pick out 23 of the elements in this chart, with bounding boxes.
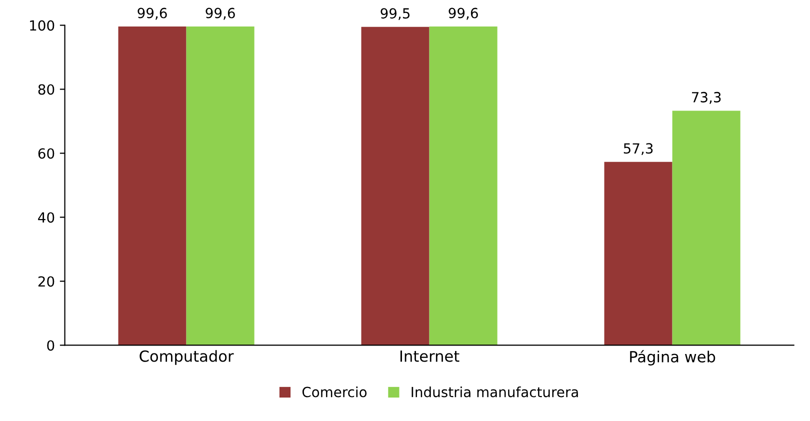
bar: [186, 26, 254, 346]
y-tick-label: 100: [30, 20, 54, 31]
data-label: 99,6: [138, 8, 167, 20]
bar: [429, 26, 498, 346]
y-tick-label: 20: [38, 276, 54, 287]
legend-label: Industria manufacturera: [412, 386, 578, 398]
bar: [604, 162, 672, 346]
x-tick-label: Página web: [630, 350, 716, 366]
bar: [361, 26, 430, 346]
bar: [672, 110, 740, 346]
y-tick-label: 80: [38, 84, 54, 95]
legend-label: Comercio: [302, 386, 367, 398]
bar: [118, 26, 186, 346]
x-tick-label: Internet: [400, 350, 460, 362]
data-label: 99,6: [448, 8, 478, 20]
y-tick-label: 0: [47, 340, 54, 351]
y-tick-label: 40: [38, 212, 54, 223]
data-label: 57,3: [624, 143, 653, 156]
data-label: 73,3: [692, 92, 721, 104]
data-label: 99,6: [206, 8, 235, 20]
y-tick-label: 60: [38, 148, 54, 159]
x-tick-label: Computador: [140, 350, 234, 365]
data-label: 99,5: [380, 8, 410, 20]
